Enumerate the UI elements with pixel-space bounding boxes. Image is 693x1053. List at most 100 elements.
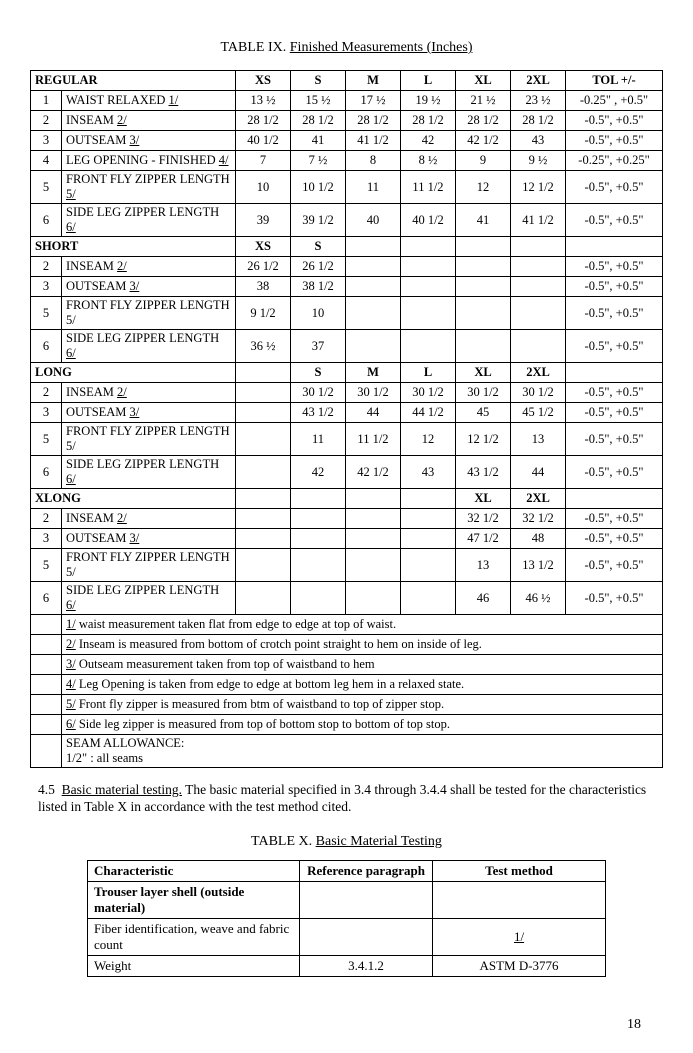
measurement-value bbox=[511, 330, 566, 363]
measurement-value bbox=[236, 383, 291, 403]
measurement-value: 43 bbox=[401, 456, 456, 489]
measurement-value bbox=[401, 529, 456, 549]
table9-title-text: Finished Measurements (Inches) bbox=[290, 40, 473, 55]
tolerance-value: -0.5", +0.5" bbox=[566, 257, 663, 277]
size-header bbox=[236, 489, 291, 509]
measurement-value: 17 ½ bbox=[346, 91, 401, 111]
measurement-value: 13 bbox=[456, 549, 511, 582]
measurement-value: 30 1/2 bbox=[291, 383, 346, 403]
size-header: XL bbox=[456, 71, 511, 91]
measurement-label: FRONT FLY ZIPPER LENGTH 5/ bbox=[62, 549, 236, 582]
tolerance-value: -0.5", +0.5" bbox=[566, 403, 663, 423]
measurement-value bbox=[346, 277, 401, 297]
measurement-value bbox=[346, 549, 401, 582]
measurement-value: 37 bbox=[291, 330, 346, 363]
measurement-value: 40 bbox=[346, 204, 401, 237]
para-lead: 4.5 bbox=[38, 782, 55, 797]
measurement-value bbox=[346, 509, 401, 529]
row-number: 2 bbox=[31, 257, 62, 277]
measurement-value bbox=[401, 330, 456, 363]
test-characteristic: Weight bbox=[87, 955, 299, 976]
measurement-value bbox=[346, 297, 401, 330]
section-name: LONG bbox=[31, 363, 236, 383]
measurement-value: 12 bbox=[456, 171, 511, 204]
section-name: SHORT bbox=[31, 237, 236, 257]
measurement-value bbox=[346, 330, 401, 363]
table10-title-text: Basic Material Testing bbox=[316, 834, 442, 849]
measurement-value: 28 1/2 bbox=[291, 111, 346, 131]
measurement-label: LEG OPENING - FINISHED 4/ bbox=[62, 151, 236, 171]
measurement-value bbox=[456, 330, 511, 363]
note-blank bbox=[31, 615, 62, 635]
measurement-value: 10 bbox=[291, 297, 346, 330]
measurement-label: OUTSEAM 3/ bbox=[62, 277, 236, 297]
size-header bbox=[401, 237, 456, 257]
tolerance-value: -0.5", +0.5" bbox=[566, 383, 663, 403]
size-header: M bbox=[346, 71, 401, 91]
test-characteristic: Fiber identification, weave and fabric c… bbox=[87, 918, 299, 955]
measurement-note: 5/ Front fly zipper is measured from btm… bbox=[62, 695, 663, 715]
table10-title-prefix: TABLE X. bbox=[251, 834, 312, 849]
note-blank bbox=[31, 695, 62, 715]
measurement-value: 15 ½ bbox=[291, 91, 346, 111]
measurement-value: 38 bbox=[236, 277, 291, 297]
measurement-value: 38 1/2 bbox=[291, 277, 346, 297]
measurement-value bbox=[346, 529, 401, 549]
measurement-value: 44 bbox=[346, 403, 401, 423]
tolerance-value: -0.5", +0.5" bbox=[566, 582, 663, 615]
row-number: 6 bbox=[31, 204, 62, 237]
test-method: 1/ bbox=[433, 918, 606, 955]
measurement-value: 45 1/2 bbox=[511, 403, 566, 423]
para-head: Basic material testing. bbox=[62, 782, 182, 797]
tolerance-value: -0.5", +0.5" bbox=[566, 456, 663, 489]
measurement-value: 23 ½ bbox=[511, 91, 566, 111]
test-reference bbox=[300, 881, 433, 918]
measurement-value: 21 ½ bbox=[456, 91, 511, 111]
size-header: S bbox=[291, 363, 346, 383]
row-number: 5 bbox=[31, 171, 62, 204]
measurement-value: 10 bbox=[236, 171, 291, 204]
measurement-value: 12 1/2 bbox=[511, 171, 566, 204]
measurement-value bbox=[236, 456, 291, 489]
measurement-value: 19 ½ bbox=[401, 91, 456, 111]
table9-title-prefix: TABLE IX. bbox=[221, 40, 287, 55]
measurement-label: FRONT FLY ZIPPER LENGTH 5/ bbox=[62, 423, 236, 456]
measurement-value bbox=[291, 529, 346, 549]
measurement-value bbox=[401, 277, 456, 297]
measurement-value: 28 1/2 bbox=[456, 111, 511, 131]
measurement-value bbox=[346, 582, 401, 615]
measurement-value: 43 1/2 bbox=[456, 456, 511, 489]
row-number: 3 bbox=[31, 403, 62, 423]
measurement-value: 11 bbox=[291, 423, 346, 456]
measurement-value: 41 bbox=[456, 204, 511, 237]
measurement-value: 40 1/2 bbox=[401, 204, 456, 237]
test-method bbox=[433, 881, 606, 918]
measurement-value: 26 1/2 bbox=[236, 257, 291, 277]
seam-blank bbox=[31, 735, 62, 768]
measurement-value: 8 bbox=[346, 151, 401, 171]
tolerance-value: -0.5", +0.5" bbox=[566, 549, 663, 582]
measurement-value bbox=[511, 277, 566, 297]
measurement-value: 44 1/2 bbox=[401, 403, 456, 423]
measurement-label: INSEAM 2/ bbox=[62, 383, 236, 403]
size-header: 2XL bbox=[511, 71, 566, 91]
seam-allowance: SEAM ALLOWANCE:1/2" : all seams bbox=[62, 735, 663, 768]
measurement-value bbox=[236, 529, 291, 549]
measurement-value: 30 1/2 bbox=[401, 383, 456, 403]
measurement-value: 30 1/2 bbox=[456, 383, 511, 403]
measurement-label: INSEAM 2/ bbox=[62, 257, 236, 277]
measurement-value: 32 1/2 bbox=[456, 509, 511, 529]
size-header: XS bbox=[236, 237, 291, 257]
tolerance-value: -0.5", +0.5" bbox=[566, 277, 663, 297]
size-header: S bbox=[291, 71, 346, 91]
table10-title: TABLE X. Basic Material Testing bbox=[30, 834, 663, 850]
measurement-value: 28 1/2 bbox=[401, 111, 456, 131]
measurement-value: 48 bbox=[511, 529, 566, 549]
row-number: 6 bbox=[31, 456, 62, 489]
basic-material-testing-table: CharacteristicReference paragraphTest me… bbox=[87, 860, 606, 977]
measurement-value: 46 ½ bbox=[511, 582, 566, 615]
test-header: Characteristic bbox=[87, 860, 299, 881]
measurement-value: 46 bbox=[456, 582, 511, 615]
row-number: 4 bbox=[31, 151, 62, 171]
measurement-value bbox=[236, 582, 291, 615]
